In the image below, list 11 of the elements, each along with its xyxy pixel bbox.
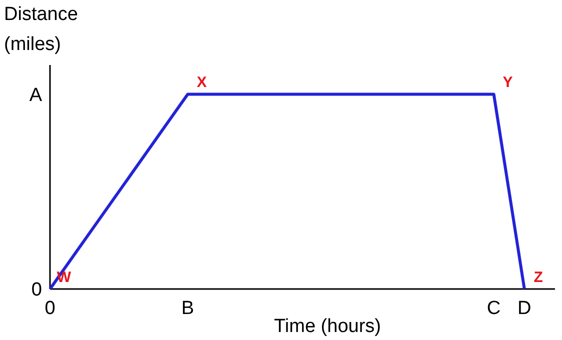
x-tick-label: C <box>486 298 501 319</box>
x-tick-label: 0 <box>44 298 56 319</box>
annotation: Y <box>502 74 513 92</box>
x-tick-label: B <box>181 298 194 319</box>
text: 0 <box>31 280 42 301</box>
x-axis-title: Time (hours) <box>274 316 381 337</box>
x-tick-label: D <box>518 298 532 319</box>
y-axis-title: Distance (miles) <box>4 4 78 55</box>
annotation: Z <box>534 269 543 286</box>
annotation: X <box>196 74 207 92</box>
text: A <box>29 84 42 106</box>
